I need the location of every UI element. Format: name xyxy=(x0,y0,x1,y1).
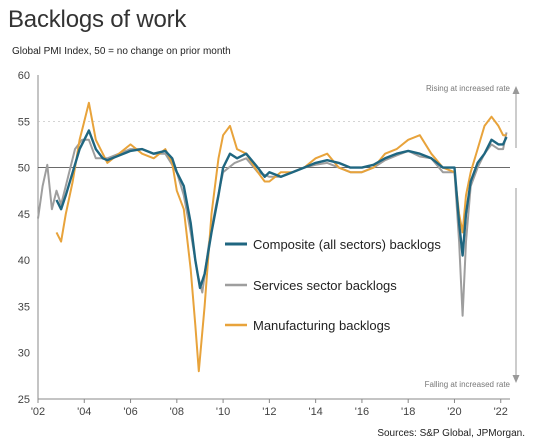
x-tick-label: '20 xyxy=(447,406,461,418)
annotation-falling: Falling at increased rate xyxy=(425,380,511,389)
y-tick-label: 40 xyxy=(18,255,30,267)
x-tick-label: '12 xyxy=(262,406,276,418)
y-tick-label: 30 xyxy=(18,348,30,360)
y-tick-label: 35 xyxy=(18,301,30,313)
x-tick-label: '18 xyxy=(401,406,415,418)
composite-series-line xyxy=(55,129,508,290)
chart-source: Sources: S&P Global, JPMorgan. xyxy=(377,428,525,439)
x-tick-label: '22 xyxy=(494,406,508,418)
x-tick-label: '08 xyxy=(170,406,184,418)
legend-label-services: Services sector backlogs xyxy=(253,278,397,293)
x-tick-label: '04 xyxy=(77,406,91,418)
x-tick-label: '16 xyxy=(355,406,369,418)
legend-label-composite: Composite (all sectors) backlogs xyxy=(253,237,441,252)
x-tick-label: '10 xyxy=(216,406,230,418)
y-tick-label: 45 xyxy=(18,209,30,221)
x-tick-label: '14 xyxy=(308,406,322,418)
annotation-rising: Rising at increased rate xyxy=(426,84,511,93)
chart-subtitle: Global PMI Index, 50 = no change on prio… xyxy=(12,46,231,57)
falling-arrow-icon xyxy=(512,375,520,383)
y-tick-label: 60 xyxy=(18,70,30,82)
y-tick-label: 25 xyxy=(18,394,30,406)
x-tick-label: '06 xyxy=(123,406,137,418)
y-tick-label: 50 xyxy=(18,163,30,175)
legend-label-manufacturing: Manufacturing backlogs xyxy=(253,318,391,333)
y-tick-label: 55 xyxy=(18,116,30,128)
rising-arrow-icon xyxy=(512,86,520,94)
x-tick-label: '02 xyxy=(31,406,45,418)
chart-title: Backlogs of work xyxy=(8,6,187,33)
